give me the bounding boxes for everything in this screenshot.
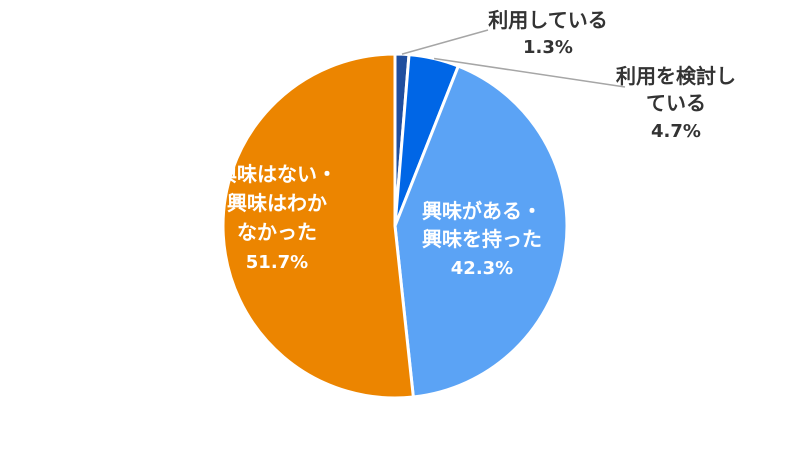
pie-slice-not-interested — [221, 52, 415, 400]
data-label-category-not-interested: なかった — [237, 220, 317, 244]
leader-line-using — [401, 29, 489, 55]
data-label-category-considering: ている — [646, 91, 706, 115]
data-label-value-considering: 4.7% — [651, 121, 701, 142]
data-label-value-interested: 42.3% — [451, 258, 513, 279]
data-label-category-using: 利用している — [488, 8, 607, 32]
data-label-value-using: 1.3% — [523, 37, 573, 58]
data-label-value-not-interested: 51.7% — [246, 252, 308, 273]
data-label-category-considering: 利用を検討し — [616, 64, 736, 88]
leader-line-considering — [433, 57, 626, 88]
pie-slice-interested — [393, 64, 569, 399]
leader-lines-layer — [401, 29, 626, 88]
slices-layer — [221, 52, 569, 400]
data-label-category-interested: 興味がある・ — [422, 199, 542, 223]
data-label-category-not-interested: 興味はない・ — [217, 162, 337, 186]
data-label-category-interested: 興味を持った — [422, 227, 542, 251]
data-label-category-not-interested: 興味はわか — [227, 191, 327, 215]
